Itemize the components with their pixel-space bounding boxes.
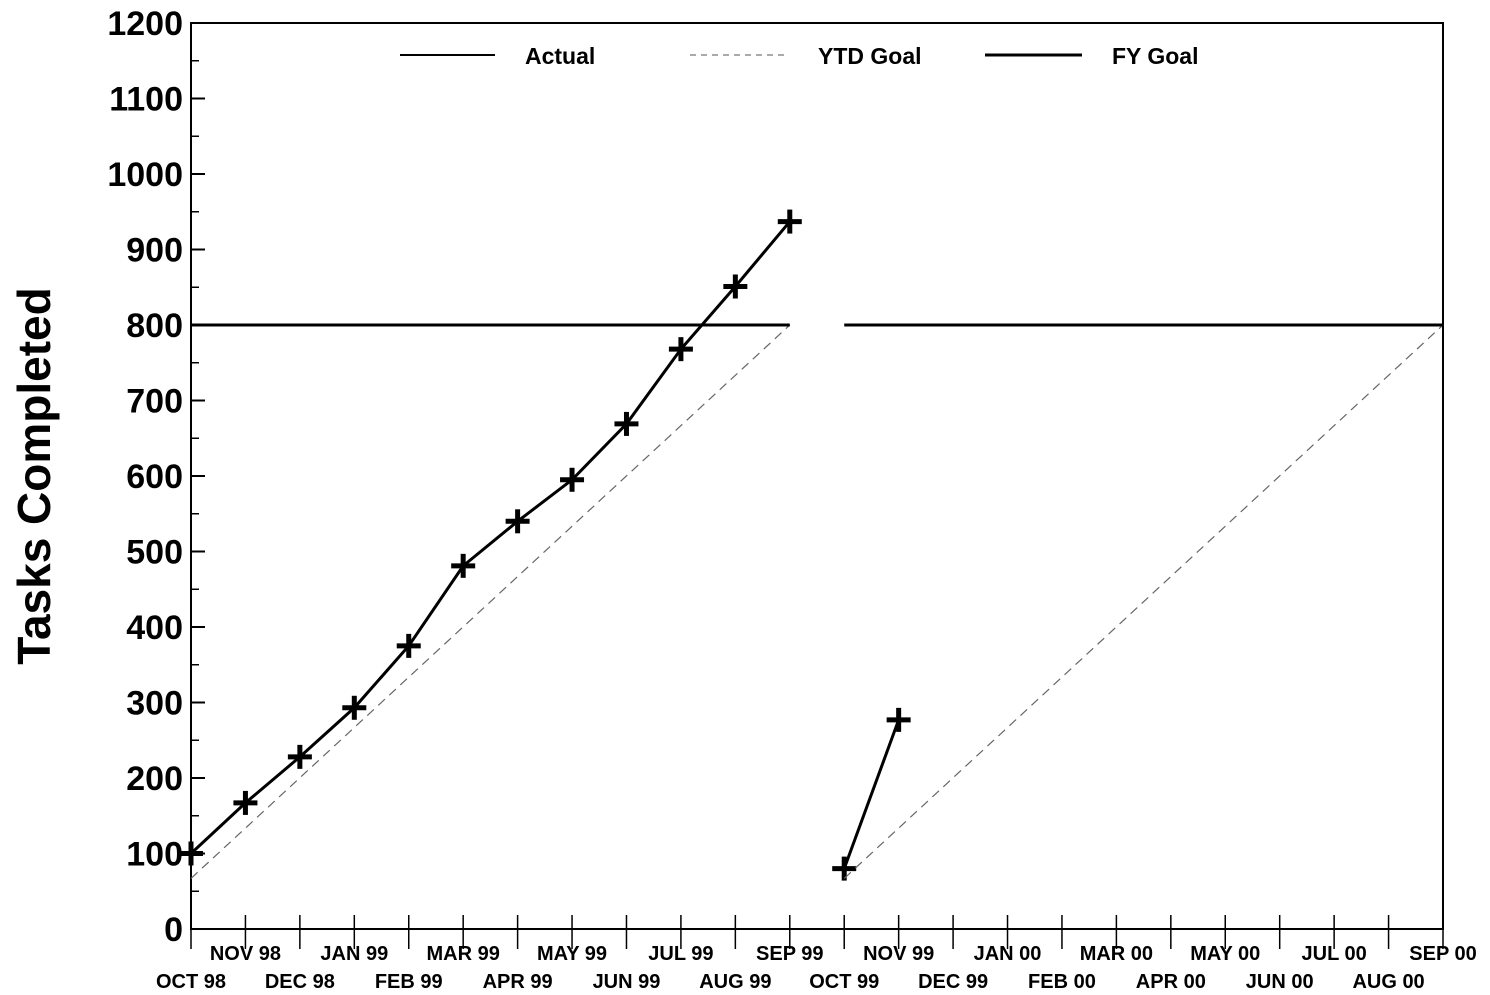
legend-label-actual: Actual <box>525 43 595 69</box>
data-point-actual <box>560 467 585 492</box>
legend: Actual YTD Goal FY Goal <box>400 43 1199 69</box>
x-tick-label: MAR 99 <box>426 943 499 965</box>
x-tick-label: JUL 00 <box>1302 943 1367 965</box>
data-point-actual <box>832 856 857 881</box>
data-point-actual <box>179 841 203 866</box>
x-tick-label: AUG 00 <box>1352 971 1424 993</box>
x-tick-label: APR 00 <box>1136 971 1206 993</box>
x-axis: OCT 98 NOV 98 DEC 98 JAN 99 FEB 99 MAR 99 APR … <box>156 915 1477 993</box>
data-point-actual <box>233 790 258 815</box>
x-tick-label: NOV 99 <box>863 943 934 965</box>
x-tick-label: SEP 99 <box>756 943 823 965</box>
x-tick-label: FEB 99 <box>375 971 443 993</box>
x-tick-label: SEP 00 <box>1409 943 1476 965</box>
x-tick-label: JUN 00 <box>1246 971 1314 993</box>
data-point-actual <box>614 411 639 436</box>
x-tick-label: MAY 99 <box>537 943 607 965</box>
y-axis-label: Tasks Completed <box>8 287 60 664</box>
y-tick-label: 0 <box>164 911 183 949</box>
x-tick-label: FEB 00 <box>1028 971 1096 993</box>
data-point-actual <box>396 633 421 658</box>
x-tick-label: MAR 00 <box>1080 943 1153 965</box>
data-point-actual <box>505 509 530 534</box>
legend-label-ytd-goal: YTD Goal <box>818 43 922 69</box>
y-tick-label: 300 <box>126 685 183 723</box>
y-tick-label: 400 <box>126 609 183 647</box>
y-tick-label: 200 <box>126 760 183 798</box>
data-point-actual <box>723 274 748 299</box>
y-tick-label: 100 <box>126 836 183 874</box>
series-line-actual <box>189 220 791 855</box>
x-tick-label: JAN 99 <box>320 943 388 965</box>
y-tick-label: 1200 <box>107 5 183 43</box>
legend-label-fy-goal: FY Goal <box>1112 43 1199 69</box>
data-point-actual <box>777 209 802 234</box>
series-line-ytd-goal <box>843 324 1444 879</box>
x-tick-label: MAY 00 <box>1190 943 1260 965</box>
x-tick-label: APR 99 <box>483 971 553 993</box>
y-tick-label: 800 <box>126 307 183 345</box>
y-tick-label: 500 <box>126 534 183 572</box>
y-tick-label: 600 <box>126 458 183 496</box>
y-axis: 0 100 200 300 400 500 600 700 800 900 1000 1100 1200 <box>107 5 205 949</box>
data-point-actual <box>886 707 911 732</box>
data-point-actual <box>451 553 476 578</box>
y-tick-label: 1000 <box>107 156 183 194</box>
y-tick-label: 900 <box>126 232 183 270</box>
y-tick-label: 700 <box>126 383 183 421</box>
y-tick-label: 1100 <box>109 81 183 119</box>
x-tick-label: DEC 99 <box>918 971 988 993</box>
x-tick-label: AUG 99 <box>699 971 771 993</box>
series-line-actual <box>842 719 901 870</box>
x-tick-label: JAN 00 <box>974 943 1042 965</box>
data-point-actual <box>342 695 367 720</box>
x-tick-label: OCT 99 <box>809 971 879 993</box>
x-tick-label: DEC 98 <box>265 971 335 993</box>
data-point-actual <box>287 744 312 769</box>
x-tick-label: NOV 98 <box>210 943 281 965</box>
series-layer <box>179 209 1444 881</box>
x-tick-label: JUN 99 <box>593 971 661 993</box>
series-line-ytd-goal <box>190 324 791 879</box>
x-tick-label: JUL 99 <box>648 943 713 965</box>
data-point-actual <box>668 337 693 362</box>
plot-frame <box>190 22 1444 930</box>
x-tick-label: OCT 98 <box>156 971 226 993</box>
